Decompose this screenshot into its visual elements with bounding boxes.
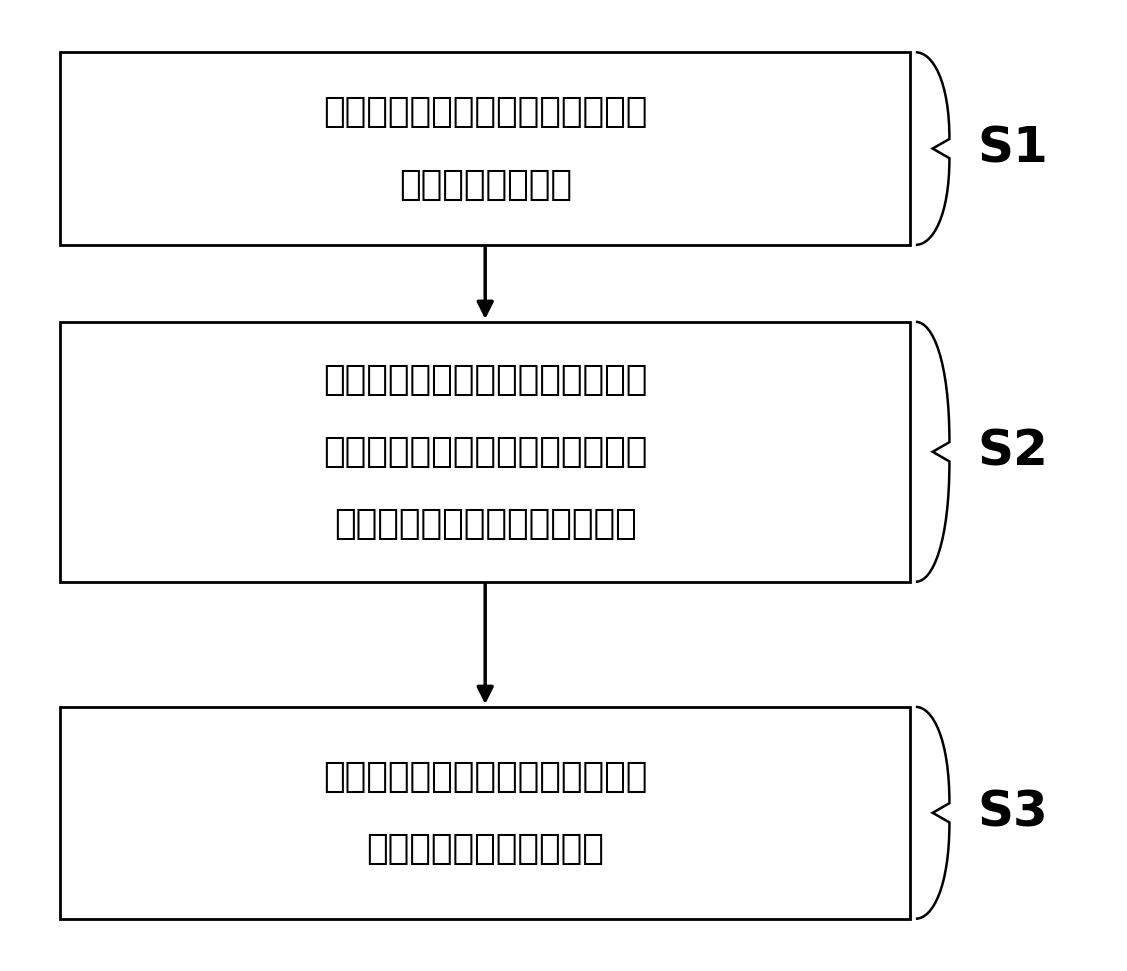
Text: 如果变频压缩机的转速小于设定转: 如果变频压缩机的转速小于设定转: [323, 759, 647, 793]
Text: S3: S3: [977, 788, 1048, 837]
Bar: [60, 321, 911, 582]
Text: S1: S1: [977, 124, 1048, 173]
Text: 在空调器变频运行的情形下，获取: 在空调器变频运行的情形下，获取: [323, 95, 647, 129]
Text: 如果第一室外环境温度在第一设定: 如果第一室外环境温度在第一设定: [323, 362, 647, 396]
Bar: [60, 707, 911, 919]
Text: 获取空调器的变频压缩机的转速: 获取空调器的变频压缩机的转速: [334, 507, 637, 541]
Text: 第一室外环境温度: 第一室外环境温度: [399, 168, 571, 202]
Text: 速，则使空调器定频运行: 速，则使空调器定频运行: [366, 832, 604, 866]
Text: 时间内始终高于第一预设温度，则: 时间内始终高于第一预设温度，则: [323, 435, 647, 469]
Text: S2: S2: [977, 428, 1048, 476]
Bar: [60, 52, 911, 245]
